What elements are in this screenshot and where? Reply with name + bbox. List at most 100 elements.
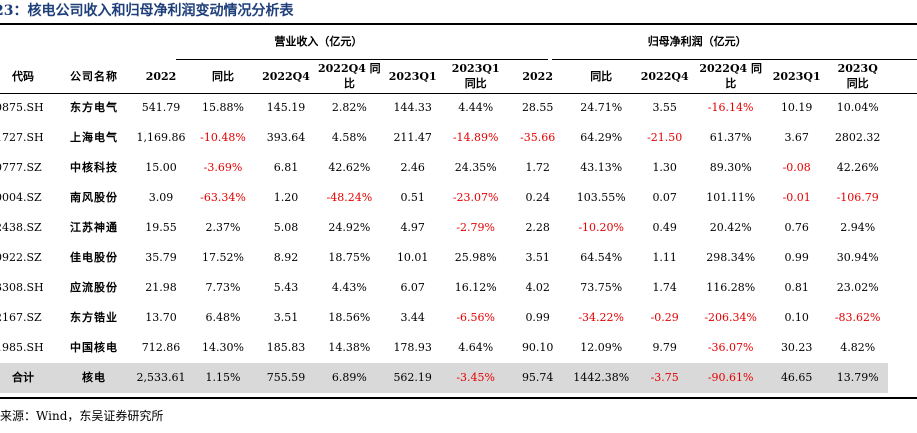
cell-value: -34.22%: [578, 311, 625, 324]
col-np-2023q1-yoy-line1: 2023Q: [837, 62, 878, 75]
cell-value: 185.83: [266, 341, 306, 354]
cell-value: 30.94%: [836, 251, 879, 264]
total-row: 合计 核电 2,533.61 1.15% 755.59 6.89% 562.19 -3.45%…: [0, 363, 888, 393]
cell-value: 24.35%: [454, 161, 497, 174]
cell-value: 43.13%: [580, 161, 623, 174]
cell-value: -16.14%: [707, 101, 754, 114]
cell-value: -21.50: [647, 131, 683, 144]
cell-value: 25.98%: [454, 251, 497, 264]
cell-code: 00777.SZ: [0, 161, 42, 174]
table-row: 00875.SH 东方电气 541.79 15.88% 145.19 2.82% 144.3…: [0, 93, 888, 123]
cell-value: 712.86: [141, 341, 181, 354]
cell-company-name: 佳电股份: [70, 251, 118, 264]
col-rev-2022q4-yoy: 2022Q4 同比: [318, 59, 381, 93]
cell-company-name: 核电: [58, 363, 130, 393]
col-np-2022q4-yoy-line1: 2022Q4 同: [699, 62, 763, 75]
cell-value: 15.00: [145, 161, 177, 174]
cell-value: 103.55%: [576, 191, 626, 204]
cell-value: 24.92%: [328, 221, 371, 234]
col-rev-yoy: 同比: [212, 69, 234, 83]
cell-value: 14.38%: [328, 341, 371, 354]
cell-value: 0.76: [784, 221, 809, 234]
cell-code: 02167.SZ: [0, 311, 42, 324]
cell-value: 13.70: [145, 311, 177, 324]
cell-value: 24.71%: [580, 101, 623, 114]
cell-value: 23.02%: [836, 281, 879, 294]
col-code: 代码: [12, 69, 34, 83]
col-np-2022q4-yoy: 2022Q4 同比: [696, 59, 766, 93]
cell-value: 2.28: [525, 221, 550, 234]
col-rev-2023q1: 2023Q1: [388, 69, 437, 83]
cell-company-name: 南风股份: [70, 191, 118, 204]
cell-value: 4.58%: [331, 131, 367, 144]
cell-company-name: 应流股份: [70, 281, 118, 294]
cell-value: -48.24%: [326, 191, 373, 204]
table-body: 00875.SH 东方电气 541.79 15.88% 145.19 2.82% 144.3…: [0, 93, 888, 393]
cell-value: 3.51: [525, 251, 550, 264]
cell-value: 5.08: [273, 221, 299, 234]
revenue-group-header: 营业收入（亿元）: [274, 35, 363, 48]
cell-value: 0.81: [784, 281, 809, 294]
table-row: 02438.SZ 江苏神通 19.55 2.37% 5.08 24.92% 4.97 -2.7…: [0, 213, 888, 243]
cell-value: 10.01: [396, 251, 429, 264]
cell-code: 02438.SZ: [0, 221, 42, 234]
cell-value: 298.34%: [706, 251, 756, 264]
cell-value: 562.19: [380, 363, 445, 393]
cell-company-name: 东方电气: [70, 101, 118, 114]
cell-value: 2.37%: [205, 221, 241, 234]
cell-value: 30.23: [780, 341, 813, 354]
cell-value: 101.11%: [706, 191, 756, 204]
cell-value: 64.29%: [580, 131, 623, 144]
cell-value: 1.15%: [192, 363, 254, 393]
cell-value: 20.42%: [709, 221, 752, 234]
cell-value: 5.43: [273, 281, 299, 294]
cell-value: 10.04%: [836, 101, 879, 114]
table-row: 03308.SH 应流股份 21.98 7.73% 5.43 4.43% 6.07 16.12…: [0, 273, 888, 303]
cell-value: 6.48%: [205, 311, 241, 324]
cell-value: -63.34%: [200, 191, 246, 204]
col-rev-2023q1-yoy: 2023Q1 同比: [445, 59, 507, 93]
col-rev-2023q1-yoy-line2: 同比: [464, 77, 487, 90]
cell-value: 1.74: [652, 281, 677, 294]
cell-value: 0.24: [525, 191, 550, 204]
cell-value: 4.64%: [458, 341, 494, 354]
cell-value: 0.07: [652, 191, 677, 204]
cell-code: 00922.SZ: [0, 251, 42, 264]
cell-company-name: 东方锆业: [70, 311, 118, 324]
col-name: 公司名称: [70, 69, 118, 83]
cell-value: -14.89%: [452, 131, 499, 144]
cell-value: 145.19: [266, 101, 306, 114]
table-row: 02167.SZ 东方锆业 13.70 6.48% 3.51 18.56% 3.44 -6.5…: [0, 303, 888, 333]
cell-value: 42.62%: [328, 161, 371, 174]
cell-value: 18.56%: [328, 311, 371, 324]
revenue-group-underline: [176, 59, 548, 60]
cell-value: -206.34%: [704, 311, 758, 324]
cell-value: 15.88%: [202, 101, 244, 114]
cell-value: 3.55: [652, 101, 677, 114]
cell-value: -106.79: [836, 191, 879, 204]
bottom-rule: [0, 397, 917, 399]
table-row: 00004.SZ 南风股份 3.09 -63.34% 1.20 -48.24% 0.51 -2…: [0, 183, 888, 213]
cell-company-name: 江苏神通: [70, 221, 118, 234]
cell-value: -35.66: [520, 131, 556, 144]
col-np-2023q1-yoy: 2023Q 同比: [828, 59, 888, 93]
cell-code: 01727.SH: [0, 131, 44, 144]
cell-value: 211.47: [393, 131, 432, 144]
table-row: 00922.SZ 佳电股份 35.79 17.52% 8.92 18.75% 10.01 25…: [0, 243, 888, 273]
cell-value: 28.55: [521, 101, 554, 114]
cell-value: 6.07: [400, 281, 425, 294]
data-table: 营业收入（亿元） 归母净利润（亿元） 代码 公司名称 2022 同比 2022Q…: [0, 25, 888, 393]
col-np-2022q4: 2022Q4: [640, 69, 689, 83]
col-rev-2022: 2022: [145, 69, 177, 83]
cell-value: -0.08: [782, 161, 811, 174]
cell-value: 19.55: [145, 221, 177, 234]
cell-code: 01985.SH: [0, 341, 44, 354]
cell-value: 3.44: [400, 311, 425, 324]
col-rev-2022q4-yoy-line1: 2022Q4 同: [318, 62, 381, 75]
cell-value: -6.56%: [456, 311, 496, 324]
cell-value: 13.79%: [827, 363, 888, 393]
cell-value: 2.94%: [840, 221, 876, 234]
cell-value: -36.07%: [707, 341, 754, 354]
cell-value: 90.10: [521, 341, 554, 354]
cell-value: -90.61%: [695, 363, 766, 393]
